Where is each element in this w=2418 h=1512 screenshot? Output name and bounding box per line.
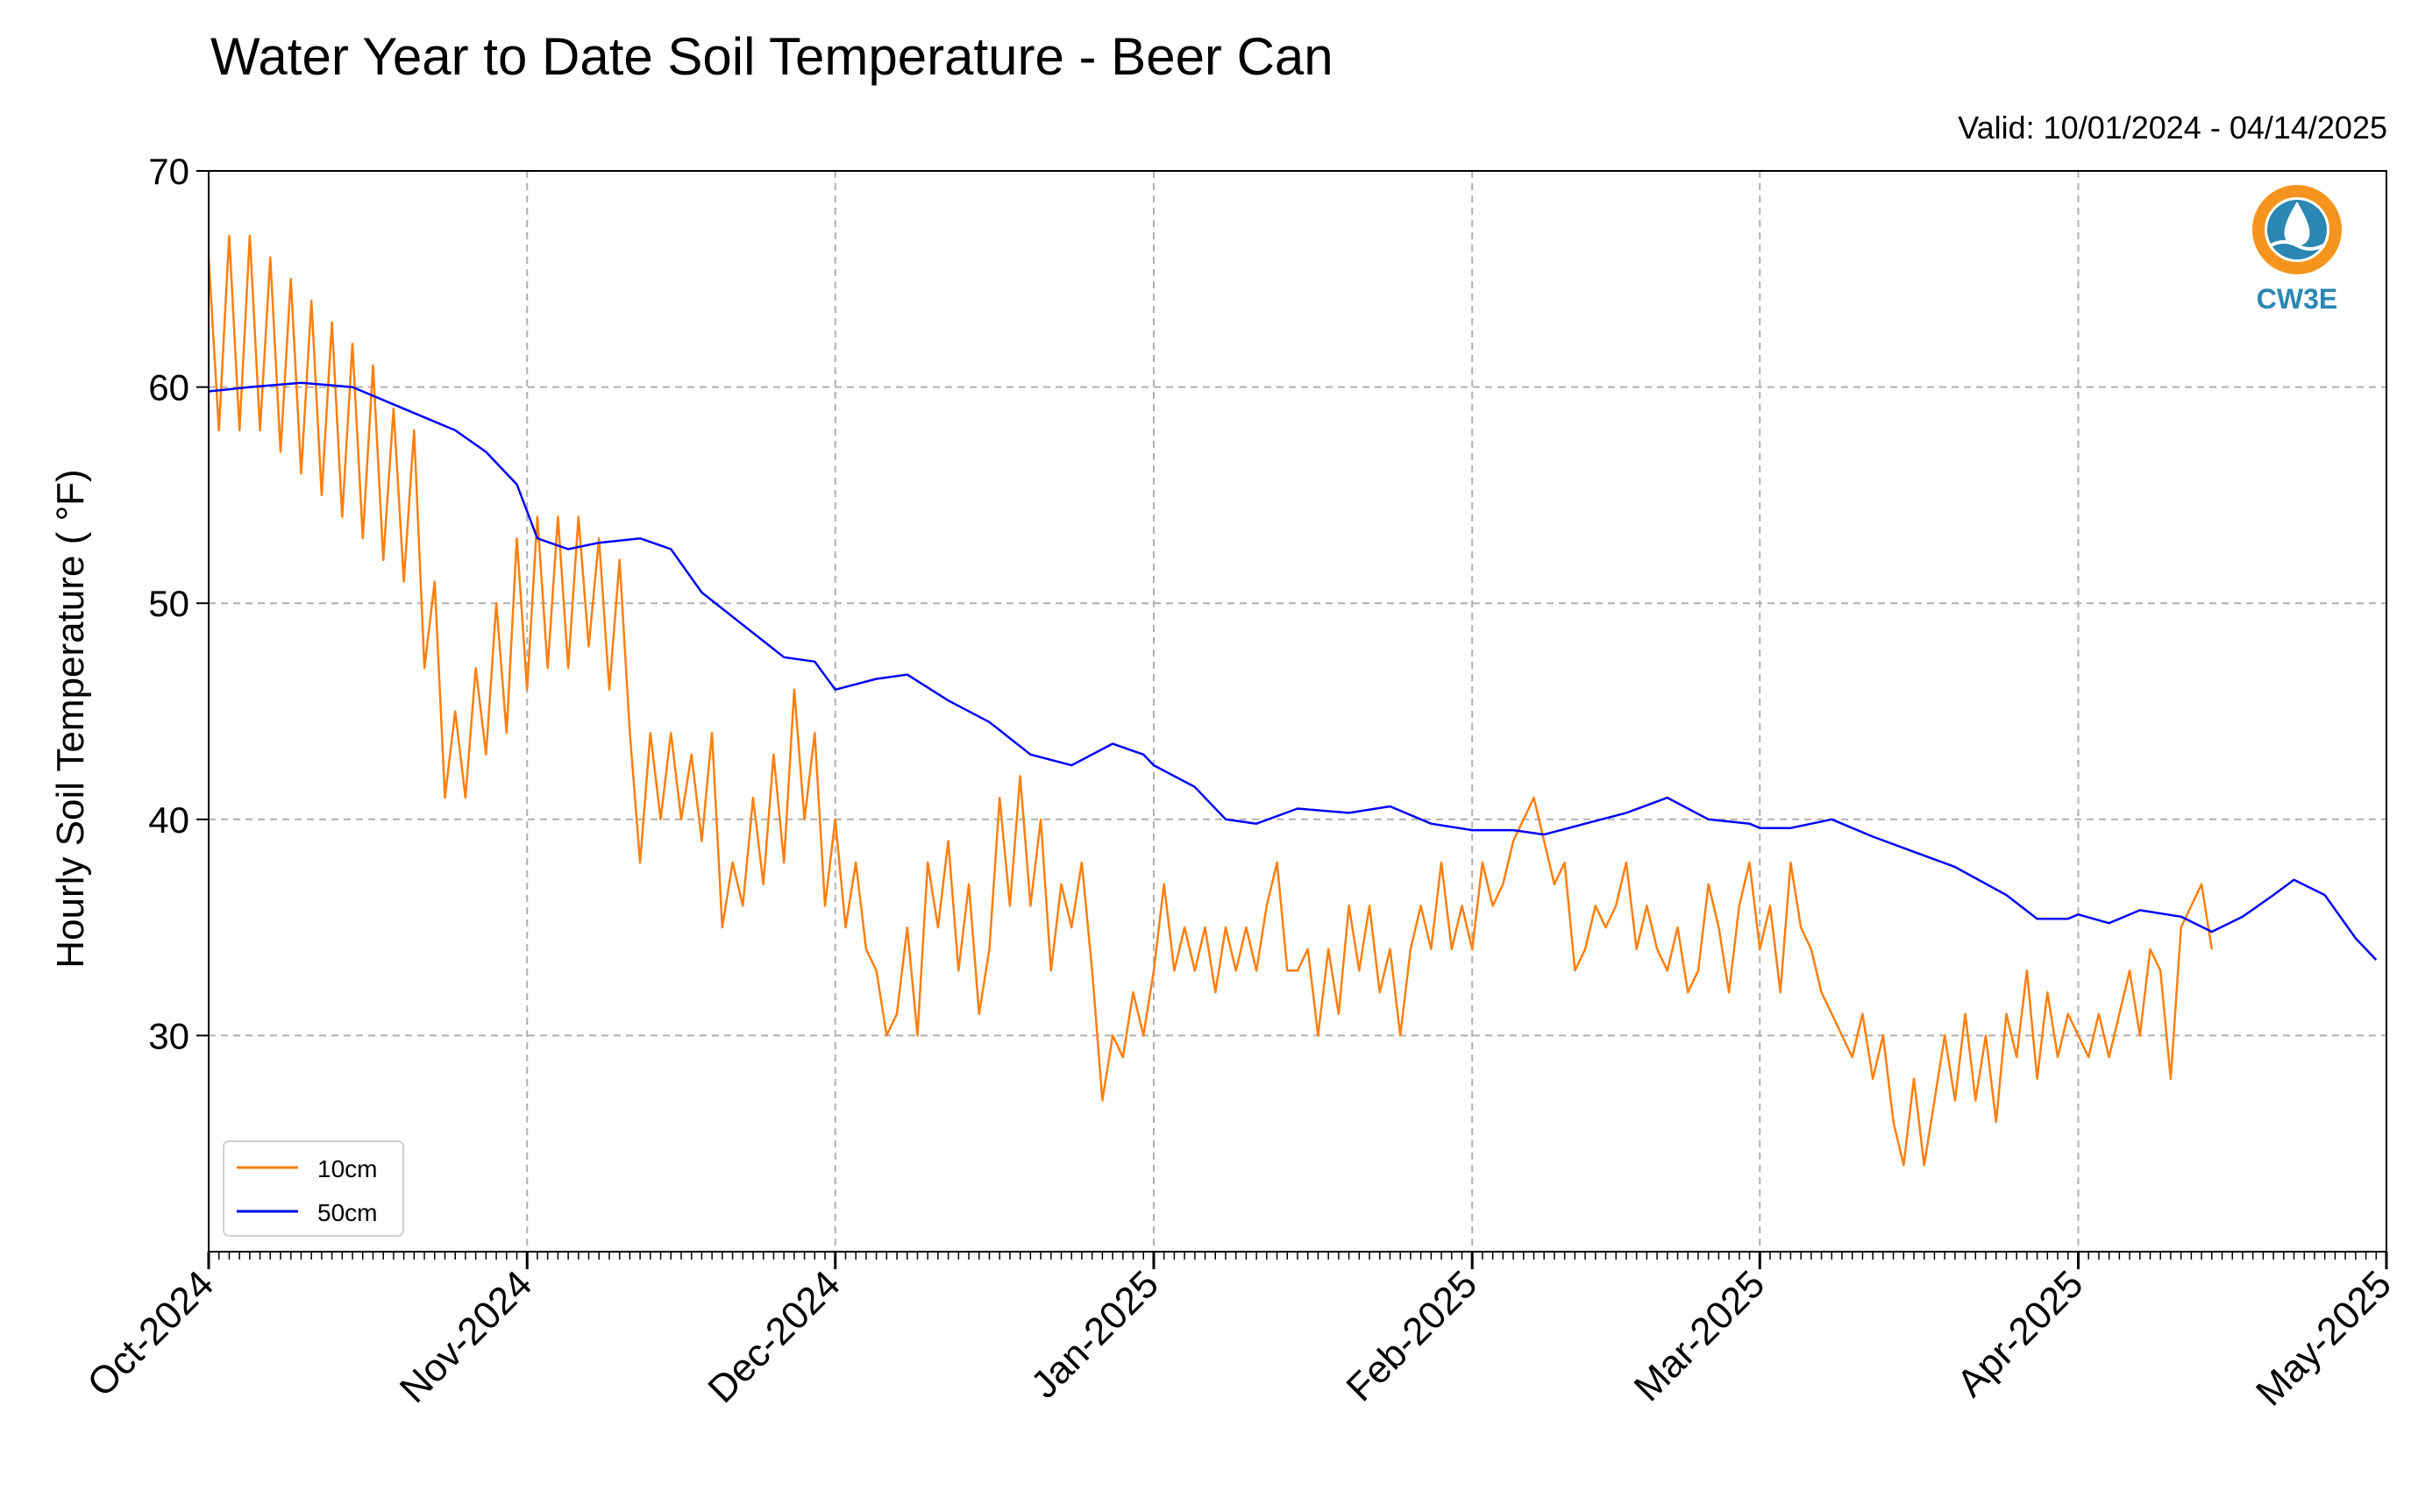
y-tick-label: 60 — [148, 367, 189, 408]
legend-label-50cm: 50cm — [317, 1199, 377, 1226]
tick-labels: 30 40 50 60 70 Oct-2024 Nov-2024 Dec-2024 Jan-20… — [79, 151, 2400, 1414]
cw3e-logo: CW3E — [2252, 185, 2342, 315]
plot-frame — [208, 170, 2387, 1253]
series-line-10cm — [207, 234, 2214, 1167]
cw3e-logo-waves-icon — [2270, 240, 2324, 251]
y-tick-label: 30 — [148, 1015, 189, 1056]
x-tick-label: Mar-2025 — [1626, 1262, 1774, 1409]
x-tick-label: Nov-2024 — [392, 1262, 541, 1411]
series-lines — [207, 234, 2378, 1167]
grid-lines — [209, 171, 2386, 1252]
y-tick-label: 70 — [148, 151, 189, 192]
water-drop-icon — [2284, 202, 2310, 246]
x-tick-label: Feb-2025 — [1338, 1262, 1485, 1409]
x-tick-label: Jan-2025 — [1023, 1262, 1167, 1406]
y-tick-label: 50 — [148, 583, 189, 624]
cw3e-logo-text: CW3E — [2257, 283, 2337, 315]
x-tick-label: Oct-2024 — [79, 1262, 222, 1405]
y-tick-label: 40 — [148, 799, 189, 841]
x-tick-label: Dec-2024 — [700, 1262, 849, 1411]
chart-title: Water Year to Date Soil Temperature - Be… — [210, 27, 1333, 86]
axes — [208, 170, 2387, 1253]
series-line-50cm — [208, 381, 2378, 961]
cw3e-logo-ring-icon — [2252, 185, 2342, 274]
valid-date-range: Valid: 10/01/2024 - 04/14/2025 — [1958, 110, 2387, 146]
tick-marks — [196, 170, 2388, 1269]
y-axis-label: Hourly Soil Temperature ( °F) — [49, 469, 92, 968]
x-tick-label: May-2025 — [2248, 1262, 2400, 1414]
legend-label-10cm: 10cm — [317, 1155, 377, 1182]
x-tick-label: Apr-2025 — [1949, 1262, 2092, 1405]
legend: 10cm 50cm — [223, 1140, 404, 1237]
